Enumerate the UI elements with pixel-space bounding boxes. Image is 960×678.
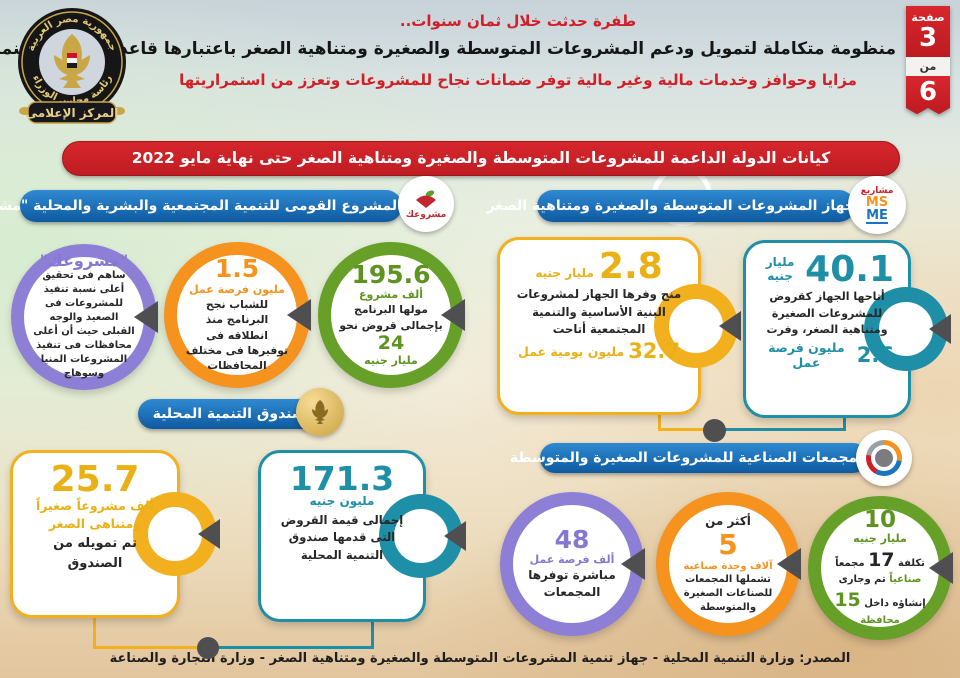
stat-text-3: صناعياً	[889, 574, 922, 586]
stat-value: 1.5	[214, 254, 260, 284]
msme-logo-arabic: مشاريع	[860, 186, 894, 196]
stat-circle-jobs: 1.5 مليون فرصة عمل للشباب نجح البرنامج م…	[164, 242, 311, 388]
stat-unit: مليون فرصة عمل	[189, 282, 285, 296]
section-header-msme: جهاز المشروعات المتوسطة والصغيرة ومتناهي…	[487, 190, 855, 222]
stat-body: تشملها المجمعات للصناعات الصغيرة والمتوس…	[683, 573, 773, 613]
headline-sub: مزايا وحوافز وخدمات مالية وغير مالية توف…	[179, 71, 857, 89]
industrial-ring-icon	[866, 440, 902, 476]
page-badge-top: صفحة 3	[906, 6, 950, 57]
stat-unit-2: مليار جنيه	[364, 353, 418, 367]
page-label: صفحة	[911, 11, 945, 24]
chevron-left-icon	[198, 519, 220, 549]
connector-line	[93, 646, 201, 649]
connector-line	[93, 616, 96, 649]
stat-value: 25.7	[50, 459, 140, 500]
stat-card-fund-loans: 171.3 مليون جنيه إجمالى قيمة القروض التى…	[258, 450, 466, 622]
msme-logo-me: ME	[866, 208, 888, 224]
stat-number-15: 15	[834, 589, 861, 612]
connector-line	[658, 413, 661, 429]
stat-text-5: محافظة	[860, 614, 900, 626]
stat-unit-2: مليون فرصة عمل	[768, 339, 845, 370]
stat-value: 5	[718, 528, 738, 562]
stat-body: للشباب نجح البرنامج منذ انطلاقه فى توفير…	[185, 297, 289, 373]
govt-emblem-icon: جمهورية مصر العربية رئاسة مجلس الوزراء ا…	[16, 4, 128, 128]
connector-dot	[197, 637, 219, 659]
connector-line	[843, 416, 846, 430]
title-bar: كيانات الدولة الداعمة للمشروعات المتوسطة…	[62, 141, 900, 176]
stat-circle-complex-cost: 10 مليار جنيه تكلفة 17 مجمعاً صناعياً تم…	[808, 496, 953, 640]
stat-card-grants: 2.8 مليار جنيه منح وفرها الجهاز لمشروعات…	[497, 237, 741, 415]
stat-body: إجمالى قيمة القروض التى قدمها صندوق التن…	[280, 512, 404, 562]
stat-text-1: تكلفة	[898, 557, 925, 569]
section-header-industrial: المجمعات الصناعية للمشروعات الصغيرة والم…	[510, 443, 868, 473]
headline-main: منظومة متكاملة لتمويل ودعم المشروعات الم…	[0, 39, 896, 59]
stat-body: تكلفة 17 مجمعاً صناعياً تم وجارى إنشاؤه …	[829, 547, 931, 628]
stat-unit: ألف مشروعاً صغيراً ومتناهى الصغر	[35, 498, 155, 531]
stat-value: 10	[864, 507, 897, 534]
stat-unit: مليار جنيه	[765, 255, 795, 284]
connector-line	[724, 428, 846, 431]
stat-value: 2.8	[598, 246, 663, 287]
stat-unit: ألف مشروع	[358, 288, 424, 302]
page-badge-bottom: 6	[906, 75, 950, 115]
local-development-fund-logo-icon	[296, 388, 344, 436]
media-center-banner: المركز الإعلامى	[26, 106, 119, 120]
stat-card-loans: 40.1 مليار جنيه أتاحها الجهاز كقروض للمش…	[743, 240, 951, 418]
msme-logo-icon: مشاريع MS ME	[848, 176, 906, 234]
stat-body: مباشرة توفرها المجمعات	[528, 568, 616, 600]
stat-value: 195.6	[351, 259, 431, 289]
industrial-complexes-logo-icon	[856, 430, 912, 486]
stat-value: "مشروعك"	[39, 250, 129, 270]
connector-line	[218, 646, 374, 649]
connector-line	[658, 428, 716, 431]
header-headlines: طفرة حدثت خلال ثمان سنوات.. منظومة متكام…	[0, 12, 896, 89]
donut-decoration	[864, 287, 951, 371]
stat-unit: مليار جنيه	[853, 532, 907, 546]
page-of-label: من	[906, 56, 950, 76]
stat-unit-2: مليون يومية عمل	[518, 343, 625, 359]
stat-prefix: أكثر من	[705, 514, 751, 529]
stat-body: تم تمويله من الصندوق	[53, 536, 137, 571]
stat-value: 171.3	[289, 459, 395, 498]
stat-text-4: تم وجارى إنشاؤه داخل	[838, 574, 926, 610]
donut-decoration	[133, 492, 220, 576]
chevron-left-icon	[719, 311, 741, 341]
stat-body: أتاحها الجهاز كقروض للمشروعات الصغيرة وم…	[766, 290, 888, 337]
chevron-left-icon	[929, 314, 951, 344]
msme-logo-ms: MS	[865, 195, 889, 210]
stat-number-17: 17	[868, 548, 895, 571]
stat-value: 40.1	[805, 249, 894, 290]
stat-circle-projects: 195.6 ألف مشروع مولها البرنامج بإجمالى ق…	[318, 242, 465, 388]
stat-circle-mashrouak: "مشروعك" ساهم فى تحقيق أعلى نسبة تنفيذ ل…	[11, 244, 158, 390]
stat-body: مولها البرنامج بإجمالى قروض نحو	[339, 303, 443, 332]
chevron-left-icon	[444, 521, 466, 551]
stat-text-2: مجمعاً	[835, 557, 865, 569]
stat-unit: آلاف وحدة صناعية	[683, 560, 773, 572]
stat-unit: ألف فرصة عمل	[529, 552, 615, 566]
mashrouak-logo-text: مشروعك	[405, 209, 447, 220]
stat-value-2: 2.6	[856, 342, 894, 367]
stat-value-2: 32.7	[628, 339, 681, 364]
connector-dot	[703, 419, 726, 442]
stat-unit: مليار جنيه	[535, 266, 594, 281]
stat-card-fund-projects: 25.7 ألف مشروعاً صغيراً ومتناهى الصغر تم…	[10, 450, 220, 618]
page-current: 3	[918, 23, 938, 53]
page-total: 6	[918, 76, 938, 107]
stat-value-2: 24	[377, 332, 405, 354]
source-line: المصدر: وزارة التنمية المحلية - جهاز تنم…	[109, 651, 851, 666]
stat-body: ساهم فى تحقيق أعلى نسبة تنفيذ للمشروعات …	[33, 270, 135, 380]
mashrouak-logo-icon: مشروعك	[398, 176, 454, 232]
stat-value: 48	[554, 524, 590, 554]
page-badge: صفحة 3 من 6	[906, 6, 950, 115]
stat-circle-direct-jobs: 48 ألف فرصة عمل مباشرة توفرها المجمعات	[500, 492, 645, 636]
connector-line	[371, 620, 374, 649]
headline-top: طفرة حدثت خلال ثمان سنوات..	[399, 12, 637, 30]
stat-circle-industrial-units: أكثر من 5 آلاف وحدة صناعية تشملها المجمع…	[656, 492, 801, 636]
section-header-fund: صندوق التنمية المحلية	[138, 399, 320, 429]
stat-body: منح وفرها الجهاز لمشروعات البنية الأساسي…	[516, 287, 682, 336]
section-header-mashrouak: المشروع القومى للتنمية المجتمعية والبشري…	[0, 190, 402, 222]
stat-unit: مليون جنيه	[309, 494, 375, 509]
